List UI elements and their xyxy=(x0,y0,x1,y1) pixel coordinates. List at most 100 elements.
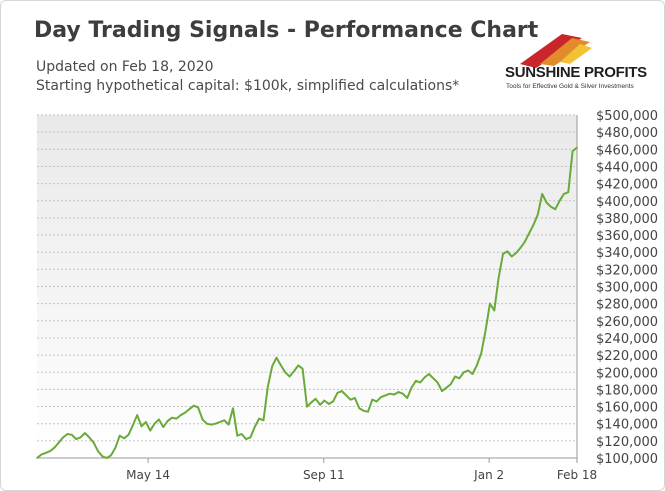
x-tick-label: Jan 2 xyxy=(473,468,504,482)
logo-swoosh-yellow xyxy=(560,44,592,64)
data-point xyxy=(523,241,526,243)
data-point xyxy=(384,394,387,397)
y-tick-label: $400,000 xyxy=(596,195,658,210)
data-point xyxy=(127,434,130,436)
data-point xyxy=(436,381,439,384)
data-point xyxy=(358,407,361,410)
data-point xyxy=(267,386,269,388)
data-point xyxy=(306,405,308,408)
data-point xyxy=(84,432,86,434)
y-tick-label: $300,000 xyxy=(596,281,658,296)
data-point xyxy=(40,453,43,456)
data-point xyxy=(519,247,522,249)
data-point xyxy=(162,426,165,428)
data-point xyxy=(105,457,108,459)
data-point xyxy=(497,277,500,279)
data-point xyxy=(79,436,82,439)
data-point xyxy=(240,433,243,435)
data-point xyxy=(145,421,147,423)
logo-tagline: Tools for Effective Gold & Silver Invest… xyxy=(506,83,634,90)
data-point xyxy=(71,434,73,436)
y-tick-label: $360,000 xyxy=(596,229,658,244)
data-point xyxy=(397,391,400,393)
capital-note: Starting hypothetical capital: $100k, si… xyxy=(36,78,460,94)
data-point xyxy=(193,404,195,407)
data-point xyxy=(449,383,452,386)
data-point xyxy=(114,446,117,449)
data-point xyxy=(110,454,112,457)
data-point xyxy=(471,373,474,375)
data-point xyxy=(493,309,496,312)
data-point xyxy=(423,376,426,379)
data-point xyxy=(132,424,134,427)
y-tick-label: $100,000 xyxy=(596,452,658,467)
x-tick-label: May 14 xyxy=(126,468,170,482)
data-point xyxy=(319,404,321,406)
data-point xyxy=(576,146,578,149)
data-point xyxy=(362,410,365,412)
x-tick-label: Feb 18 xyxy=(557,468,597,482)
data-point xyxy=(528,232,530,235)
data-point xyxy=(480,352,483,355)
y-tick-label: $200,000 xyxy=(596,366,658,381)
data-point xyxy=(49,450,51,452)
data-point xyxy=(258,417,260,420)
data-point xyxy=(271,365,274,368)
data-point xyxy=(506,250,509,253)
data-point xyxy=(428,373,430,375)
data-point xyxy=(280,364,282,367)
data-point xyxy=(184,411,186,414)
data-point xyxy=(489,302,491,305)
y-tick-label: $140,000 xyxy=(596,418,658,433)
y-tick-label: $260,000 xyxy=(596,315,658,330)
data-point xyxy=(262,419,265,422)
data-point xyxy=(219,421,221,423)
data-point xyxy=(367,410,369,413)
data-point xyxy=(66,433,69,435)
data-point xyxy=(210,423,212,426)
data-point xyxy=(232,407,234,410)
data-point xyxy=(123,437,125,440)
data-point xyxy=(97,450,99,452)
data-point xyxy=(537,213,539,216)
data-point xyxy=(388,392,391,395)
data-point xyxy=(284,371,287,374)
data-point xyxy=(336,392,339,394)
data-point xyxy=(314,398,317,400)
updated-date: Updated on Feb 18, 2020 xyxy=(36,59,214,75)
data-point xyxy=(550,206,552,208)
data-point xyxy=(227,423,230,426)
data-point xyxy=(558,200,561,202)
data-point xyxy=(92,441,95,444)
data-point xyxy=(445,386,448,389)
data-point xyxy=(380,396,382,398)
y-tick-label: $340,000 xyxy=(596,246,658,261)
data-point xyxy=(153,422,156,425)
y-tick-label: $120,000 xyxy=(596,435,658,450)
data-point xyxy=(223,419,226,422)
y-tick-label: $480,000 xyxy=(596,126,658,141)
data-point xyxy=(371,398,374,401)
data-point xyxy=(402,392,404,395)
data-point xyxy=(345,394,348,397)
y-tick-label: $380,000 xyxy=(596,212,658,227)
data-point xyxy=(206,422,208,425)
data-point xyxy=(476,364,478,367)
logo-swoosh-orange xyxy=(540,38,590,66)
data-point xyxy=(349,398,352,401)
data-point xyxy=(149,429,151,432)
y-tick-label: $160,000 xyxy=(596,401,658,416)
data-point xyxy=(62,436,64,439)
chart-title: Day Trading Signals - Performance Chart xyxy=(34,18,539,43)
data-point xyxy=(432,377,435,380)
data-point xyxy=(328,403,330,405)
data-point xyxy=(166,420,169,422)
data-point xyxy=(571,150,574,152)
data-point xyxy=(301,368,304,370)
data-point xyxy=(88,436,91,439)
data-point xyxy=(554,208,556,211)
data-point xyxy=(253,426,256,428)
data-point xyxy=(419,381,422,384)
data-point xyxy=(354,397,356,399)
data-point xyxy=(36,457,38,459)
